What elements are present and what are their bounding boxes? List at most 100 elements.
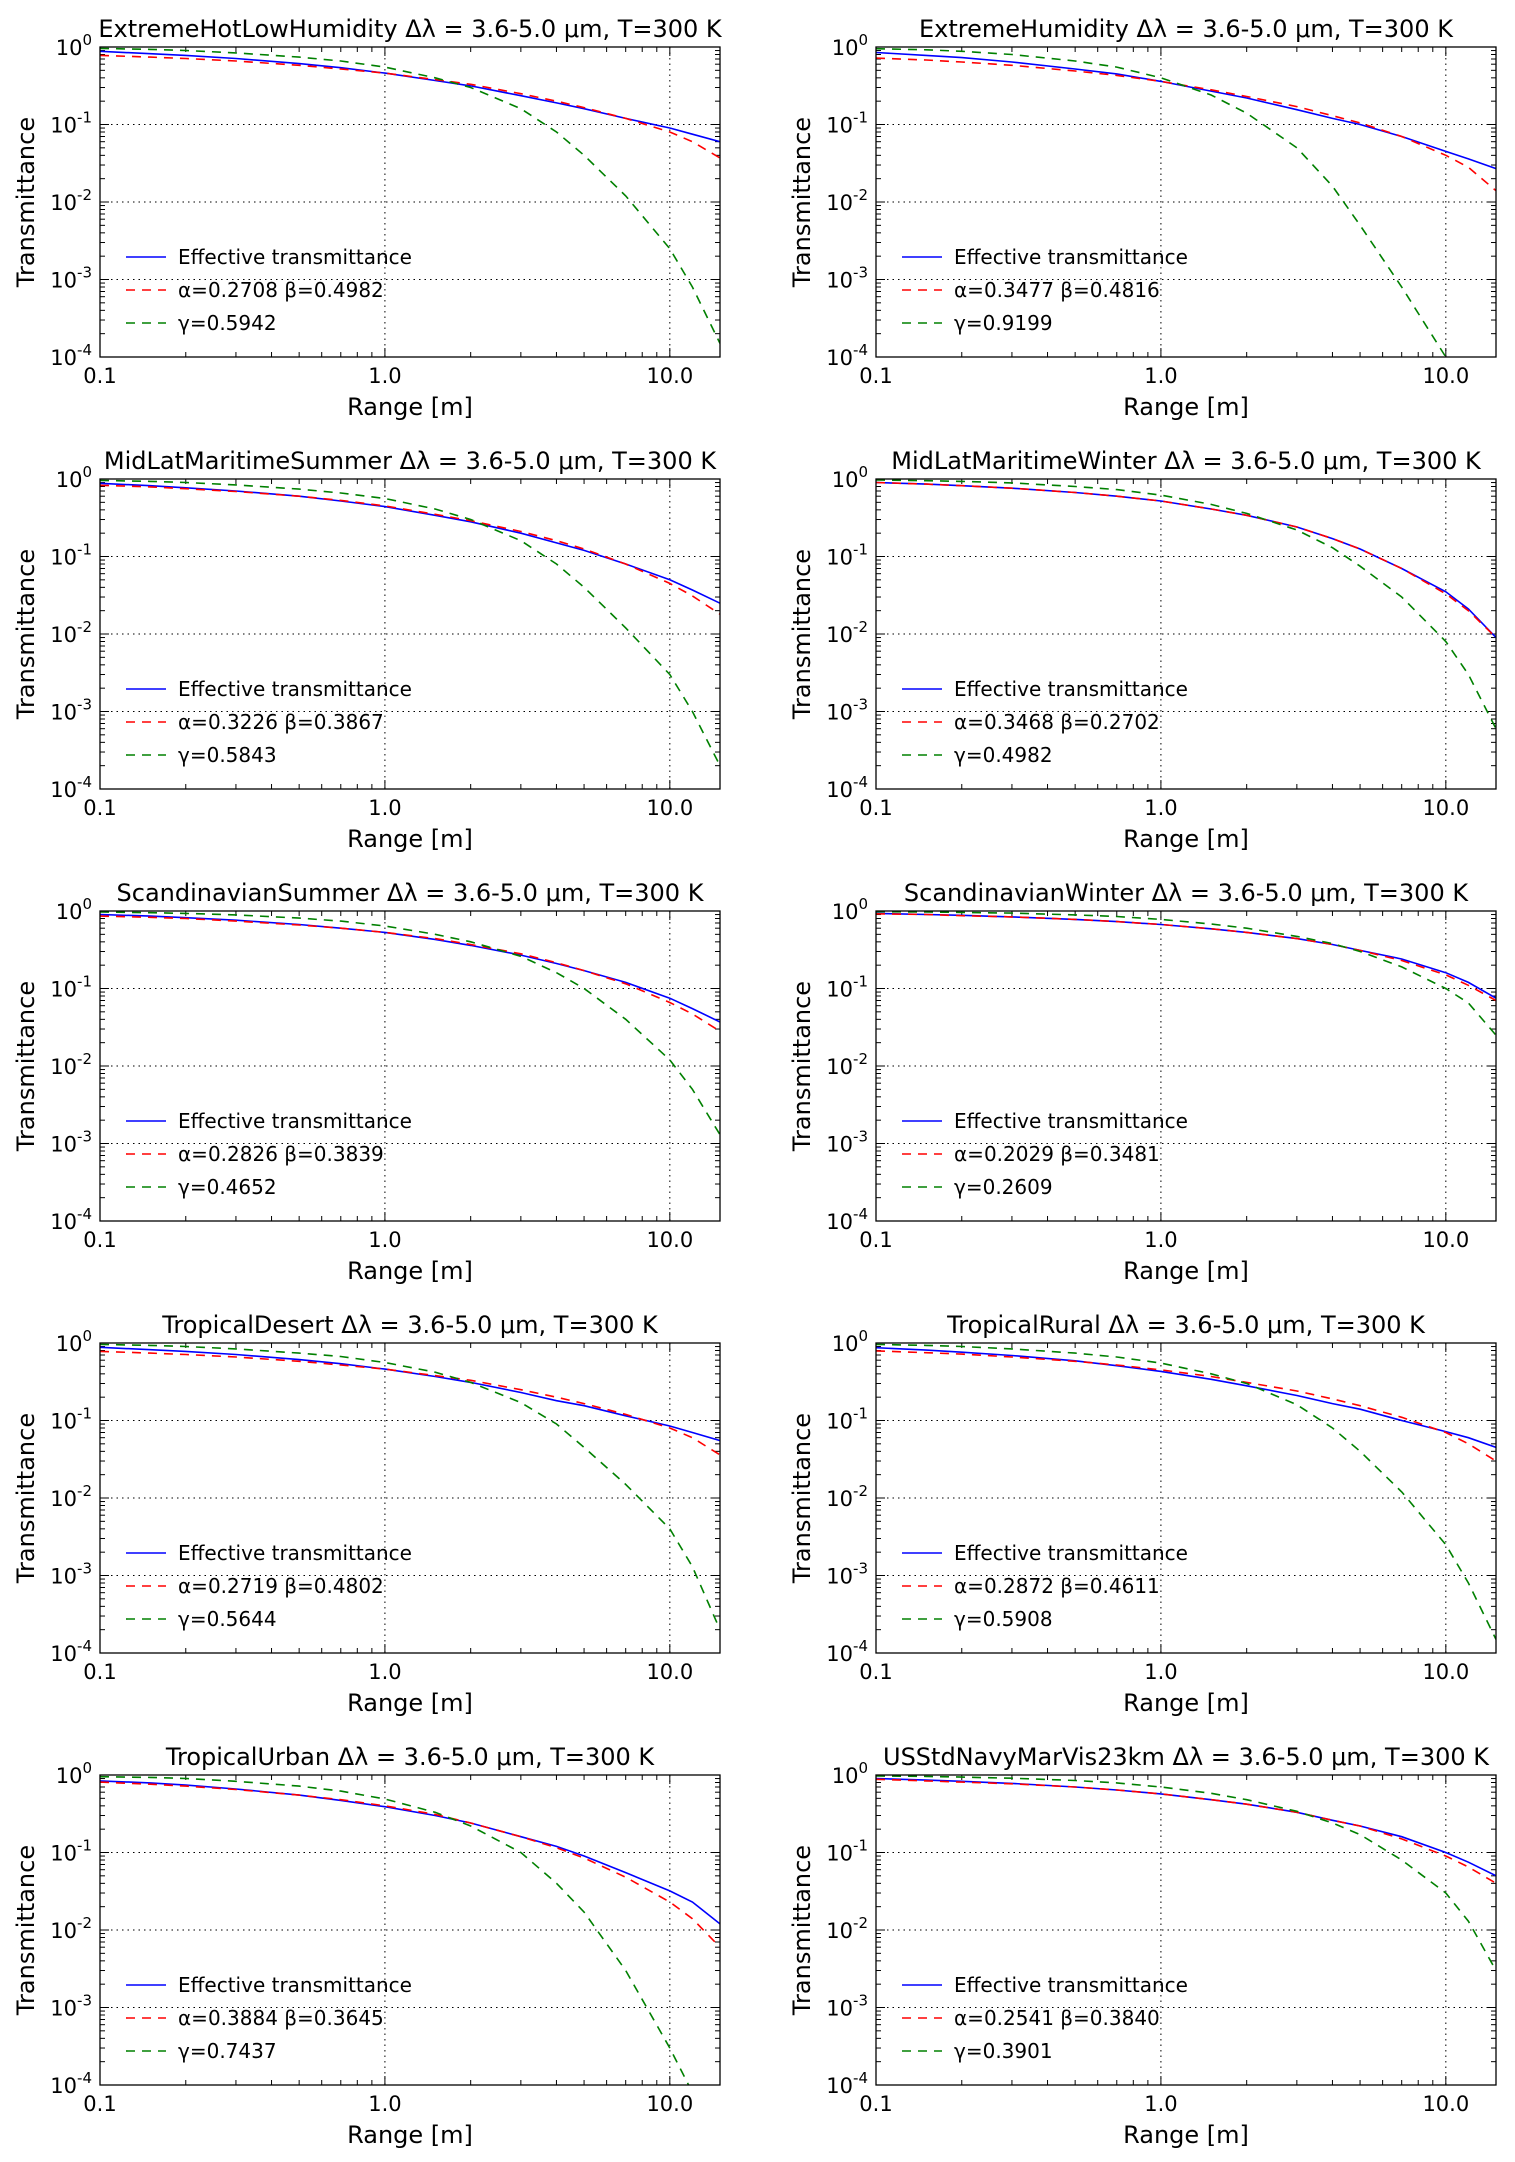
legend-label: γ=0.5644	[178, 1607, 277, 1631]
x-tick-label: 0.1	[83, 1660, 116, 1684]
plot-area	[100, 911, 720, 1221]
chart-panel: 0.1 1.0 10.0 100 10-1 10-2 10-3 10-4 TropicalUrb…	[12, 1743, 721, 2149]
x-tick-label: 1.0	[1144, 364, 1177, 388]
y-tick-label: 10-3	[50, 1128, 92, 1157]
plot-area	[100, 479, 720, 789]
legend-label: γ=0.7437	[178, 2039, 277, 2063]
legend-label: Effective transmittance	[178, 1973, 412, 1997]
x-tick-label: 10.0	[1422, 364, 1469, 388]
series-line-3	[876, 911, 1496, 1036]
plot-frame	[99, 478, 721, 790]
x-axis-label: Range [m]	[347, 2121, 473, 2149]
series-line-3	[100, 1343, 720, 1631]
series-line-3	[100, 47, 720, 344]
plot-frame	[99, 910, 721, 1222]
x-tick-label: 1.0	[368, 796, 401, 820]
y-tick-label: 10-3	[50, 264, 92, 293]
y-tick-label: 10-3	[826, 1560, 868, 1589]
x-tick-label: 10.0	[646, 364, 693, 388]
series-line-3	[876, 47, 1447, 357]
x-tick-label: 1.0	[368, 364, 401, 388]
chart-panel: 0.1 1.0 10.0 100 10-1 10-2 10-3 10-4 ExtremeHumi…	[788, 15, 1497, 421]
chart-panel: 0.1 1.0 10.0 100 10-1 10-2 10-3 10-4 TropicalDes…	[12, 1311, 721, 1717]
series-line-1	[100, 1346, 720, 1442]
legend-label: Effective transmittance	[178, 677, 412, 701]
plot-area	[876, 47, 1496, 357]
legend-label: α=0.2708 β=0.4982	[178, 278, 384, 302]
y-tick-label: 10-1	[50, 109, 92, 138]
x-axis-label: Range [m]	[1123, 825, 1249, 853]
y-tick-label: 10-2	[826, 1914, 868, 1943]
y-axis-label: Transmittance	[788, 549, 816, 720]
y-tick-label: 10-2	[826, 1050, 868, 1079]
y-tick-label: 10-2	[50, 186, 92, 215]
x-tick-label: 0.1	[859, 1660, 892, 1684]
x-tick-label: 1.0	[1144, 1228, 1177, 1252]
legend-label: Effective transmittance	[178, 1541, 412, 1565]
y-tick-label: 10-2	[50, 1914, 92, 1943]
series-line-2	[100, 484, 720, 615]
plot-area	[100, 1343, 720, 1653]
plot-area	[100, 1775, 720, 2085]
y-axis-label: Transmittance	[12, 981, 40, 1152]
legend-label: γ=0.5908	[954, 1607, 1053, 1631]
series-line-2	[876, 481, 1496, 639]
x-tick-label: 10.0	[646, 796, 693, 820]
legend-label: α=0.3226 β=0.3867	[178, 710, 384, 734]
x-axis-label: Range [m]	[347, 393, 473, 421]
x-axis-label: Range [m]	[347, 825, 473, 853]
y-tick-label: 100	[56, 1759, 92, 1788]
y-tick-label: 100	[832, 31, 868, 60]
y-tick-label: 10-2	[826, 618, 868, 647]
chart-title: USStdNavyMarVis23km Δλ = 3.6-5.0 μm, T=3…	[883, 1743, 1490, 1771]
plot-area	[876, 1775, 1496, 2085]
chart-panel: 0.1 1.0 10.0 100 10-1 10-2 10-3 10-4 MidLatMarit…	[788, 447, 1497, 853]
y-tick-label: 100	[832, 463, 868, 492]
plot-frame	[875, 46, 1497, 358]
y-tick-label: 100	[56, 895, 92, 924]
legend-label: γ=0.2609	[954, 1175, 1053, 1199]
legend-label: γ=0.4652	[178, 1175, 277, 1199]
y-axis-label: Transmittance	[788, 1845, 816, 2016]
x-tick-label: 10.0	[1422, 1660, 1469, 1684]
y-tick-label: 10-4	[826, 773, 868, 802]
chart-title: TropicalDesert Δλ = 3.6-5.0 μm, T=300 K	[161, 1311, 659, 1339]
legend-label: α=0.2541 β=0.3840	[954, 2006, 1160, 2030]
chart-title: ScandinavianWinter Δλ = 3.6-5.0 μm, T=30…	[904, 879, 1469, 907]
plot-area	[876, 479, 1496, 789]
legend-label: α=0.2872 β=0.4611	[954, 1574, 1160, 1598]
legend-label: Effective transmittance	[178, 1109, 412, 1133]
legend-label: α=0.2826 β=0.3839	[178, 1142, 384, 1166]
x-tick-label: 1.0	[1144, 1660, 1177, 1684]
legend-label: γ=0.5843	[178, 743, 277, 767]
legend-label: γ=0.3901	[954, 2039, 1053, 2063]
legend-label: γ=0.5942	[178, 311, 277, 335]
series-line-1	[100, 913, 720, 1023]
series-line-3	[100, 911, 720, 1136]
y-tick-label: 10-1	[50, 1405, 92, 1434]
legend-label: α=0.3468 β=0.2702	[954, 710, 1160, 734]
chart-title: ExtremeHotLowHumidity Δλ = 3.6-5.0 μm, T…	[98, 15, 723, 43]
y-tick-label: 100	[832, 895, 868, 924]
x-tick-label: 0.1	[83, 1228, 116, 1252]
series-line-3	[100, 479, 720, 767]
y-axis-label: Transmittance	[12, 117, 40, 288]
y-tick-label: 10-4	[50, 773, 92, 802]
y-tick-label: 10-2	[50, 1050, 92, 1079]
x-axis-label: Range [m]	[347, 1257, 473, 1285]
y-tick-label: 10-1	[50, 1837, 92, 1866]
plot-frame	[875, 1774, 1497, 2086]
plot-frame	[875, 1342, 1497, 1654]
y-tick-label: 10-3	[50, 1560, 92, 1589]
y-tick-label: 10-1	[50, 973, 92, 1002]
y-tick-label: 10-1	[826, 1837, 868, 1866]
y-tick-label: 100	[832, 1327, 868, 1356]
plot-frame	[99, 1774, 721, 2086]
y-tick-label: 100	[56, 1327, 92, 1356]
chart-panel: 0.1 1.0 10.0 100 10-1 10-2 10-3 10-4 MidLatMarit…	[12, 447, 721, 853]
plot-area	[876, 911, 1496, 1221]
legend-label: α=0.3884 β=0.3645	[178, 2006, 384, 2030]
y-tick-label: 10-3	[826, 264, 868, 293]
y-axis-label: Transmittance	[12, 1413, 40, 1584]
chart-panel: 0.1 1.0 10.0 100 10-1 10-2 10-3 10-4 USStdNavyMa…	[788, 1743, 1497, 2149]
